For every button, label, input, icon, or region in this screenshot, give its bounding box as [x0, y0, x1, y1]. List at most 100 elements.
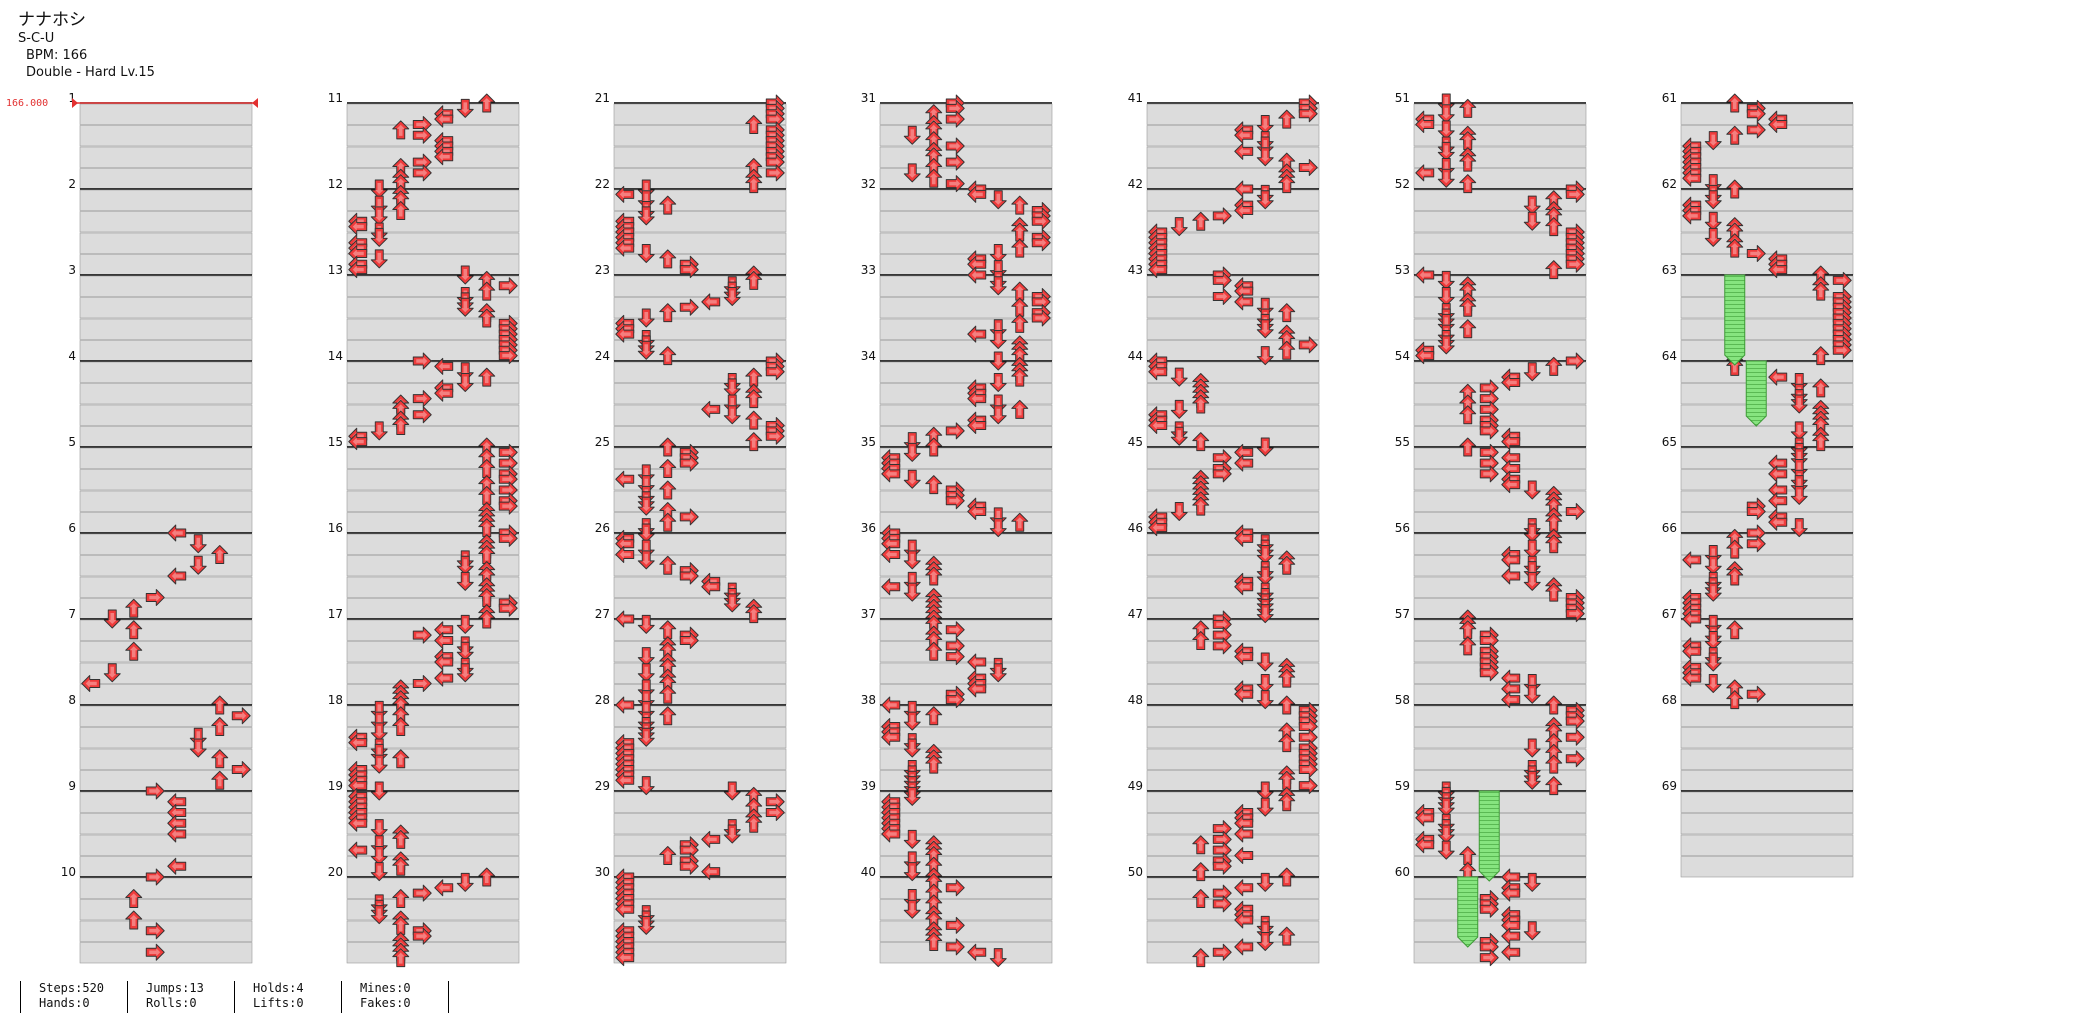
arrow-up-note — [925, 846, 943, 865]
measure-number: 35 — [861, 435, 876, 449]
measure-number: 4 — [68, 349, 76, 363]
measure-number: 45 — [1128, 435, 1143, 449]
arrow-up-note — [659, 437, 677, 457]
arrow-down-note — [370, 249, 388, 269]
arrow-up-note — [125, 641, 143, 661]
arrow-right-note — [1212, 830, 1232, 848]
arrow-up-note — [392, 948, 410, 968]
arrow-down-note — [456, 571, 474, 591]
arrow-down-note — [723, 405, 741, 425]
arrow-right-note — [412, 126, 432, 144]
arrow-down-note — [1437, 287, 1455, 306]
arrow-up-note — [1278, 867, 1296, 887]
arrow-left-note — [434, 148, 454, 166]
arrow-right-note — [1565, 352, 1585, 370]
arrow-left-note — [615, 696, 635, 714]
arrow-right-note — [679, 454, 699, 472]
arrow-up-note — [392, 749, 410, 769]
arrow-right-note — [765, 427, 785, 445]
arrow-left-note — [1415, 347, 1435, 365]
measure-45: 45 — [1128, 435, 1320, 534]
arrow-up-note — [1545, 217, 1563, 237]
arrow-down-note — [989, 948, 1007, 968]
arrow-down-note — [370, 179, 388, 199]
arrow-down-note — [456, 265, 474, 285]
arrow-down-note — [637, 614, 655, 634]
arrow-right-note — [412, 884, 432, 902]
measure-number: 29 — [595, 779, 610, 793]
stats-group-1: Steps:520 Hands:0 — [20, 981, 127, 1013]
arrow-up-note — [125, 598, 143, 618]
arrow-right-note — [1212, 943, 1232, 961]
measure-41: 41 — [1128, 91, 1320, 190]
arrow-right-note — [1031, 293, 1051, 311]
arrow-right-note — [145, 868, 165, 886]
measure-number: 8 — [68, 693, 76, 707]
arrow-right-note — [679, 261, 699, 279]
hold-note — [1478, 790, 1500, 882]
arrow-down-note — [1523, 523, 1541, 543]
arrow-down-note — [723, 378, 741, 398]
arrow-down-note — [1256, 190, 1274, 210]
arrow-down-note — [637, 523, 655, 543]
arrow-left-note — [1148, 363, 1168, 381]
arrow-right-note — [945, 137, 965, 155]
measure-8: 8 — [68, 693, 253, 792]
measure-37: 37 — [861, 607, 1053, 706]
measure-number: 31 — [861, 91, 876, 105]
arrow-left-note — [881, 578, 901, 596]
measure-number: 40 — [861, 865, 876, 879]
measure-3: 3 — [68, 263, 253, 362]
measure-number: 38 — [861, 693, 876, 707]
measure-number: 15 — [328, 435, 343, 449]
arrow-up-note — [659, 674, 677, 693]
measure-number: 3 — [68, 263, 76, 277]
arrow-right-note — [1212, 857, 1232, 875]
arrow-left-note — [1234, 847, 1254, 864]
step-chart: 1234567891011121314151617181920212223242… — [6, 91, 1854, 968]
measure-14: 14 — [328, 349, 520, 448]
arrow-left-note — [434, 879, 454, 897]
song-title: ナナホシ — [18, 10, 86, 30]
arrow-left-note — [1234, 879, 1254, 897]
arrow-up-note — [925, 754, 943, 774]
lifts-count: Lifts:0 — [253, 996, 304, 1010]
arrow-left-note — [615, 610, 635, 628]
arrow-right-note — [765, 110, 785, 128]
arrow-right-note — [498, 481, 518, 499]
measure-number: 58 — [1395, 693, 1410, 707]
arrow-right-note — [945, 916, 965, 934]
arrow-down-note — [1523, 571, 1541, 591]
arrow-left-note — [967, 943, 987, 961]
arrow-down-note — [637, 550, 655, 570]
measure-10: 10 — [61, 865, 253, 964]
arrow-right-note — [679, 857, 699, 875]
arrow-left-note — [881, 728, 901, 746]
arrow-right-note — [145, 922, 165, 940]
arrow-down-note — [637, 496, 655, 516]
measure-number: 63 — [1662, 263, 1677, 277]
measure-55: 55 — [1395, 435, 1587, 534]
arrow-down-note — [370, 862, 388, 882]
measure-23: 23 — [595, 263, 787, 362]
arrow-left-note — [967, 185, 987, 203]
arrow-right-note — [145, 782, 165, 800]
arrow-up-note — [925, 437, 943, 457]
arrow-left-note — [615, 546, 635, 563]
arrow-up-note — [1011, 313, 1029, 333]
arrow-up-note — [1278, 668, 1296, 688]
measure-number: 2 — [68, 177, 76, 191]
arrow-up-note — [1192, 394, 1210, 414]
arrow-left-note — [615, 771, 635, 789]
rolls-count: Rolls:0 — [146, 996, 197, 1010]
stats-group-2: Jumps:13 Rolls:0 — [127, 981, 234, 1013]
arrow-up-note — [1192, 432, 1210, 452]
arrow-up-note — [478, 566, 496, 586]
arrow-right-note — [412, 626, 432, 644]
arrow-right-note — [765, 804, 785, 821]
measure-13: 13 — [328, 263, 520, 362]
arrow-right-note — [1565, 185, 1585, 203]
arrow-left-note — [967, 390, 987, 408]
arrow-left-note — [1234, 685, 1254, 703]
measure-number: 17 — [328, 607, 343, 621]
